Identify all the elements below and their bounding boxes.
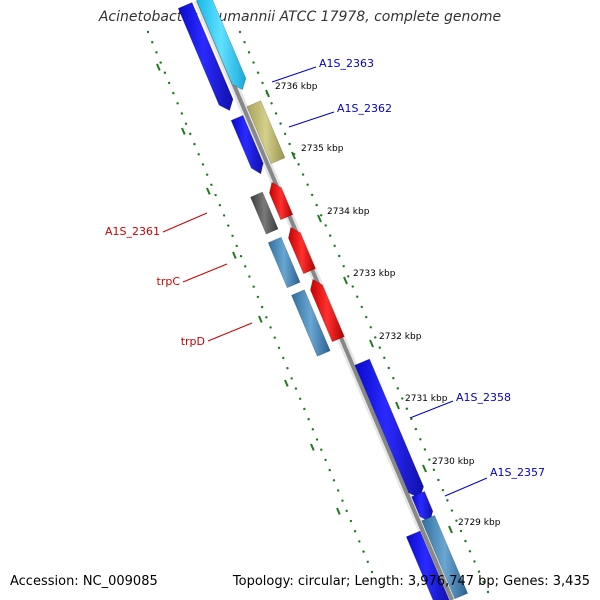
scale-tick-label: 2731 kbp xyxy=(405,394,448,404)
inner-ruler-dots xyxy=(238,30,490,594)
gene-A1S-2357-outer[interactable] xyxy=(405,530,450,600)
gene-features xyxy=(177,0,469,600)
scale-tick-label: 2730 kbp xyxy=(432,457,475,467)
gene-A1S-2362-outer[interactable] xyxy=(230,115,264,175)
gene-A1S-2362[interactable] xyxy=(246,100,286,164)
gene-trpC[interactable] xyxy=(288,226,316,275)
scale-ticks: 2736 kbp 2735 kbp 2734 kbp 2733 kbp 2732 kbp… xyxy=(265,82,501,534)
accession-text: Accession: NC_009085 xyxy=(10,574,158,589)
gene-label-a1s-2363[interactable]: A1S_2363 xyxy=(319,57,374,70)
scale-tick-label: 2729 kbp xyxy=(458,518,501,528)
scale-tick-label: 2734 kbp xyxy=(327,207,370,217)
outer-ruler-dots xyxy=(146,30,374,574)
gene-trpD[interactable] xyxy=(310,278,345,343)
gene-label-a1s-2358[interactable]: A1S_2358 xyxy=(456,391,511,404)
scale-tick-label: 2735 kbp xyxy=(301,144,344,154)
gene-label-trpd[interactable]: trpD xyxy=(181,335,205,348)
gene-labels: A1S_2363 A1S_2362 A1S_2361 trpC trpD A1S_2358… xyxy=(105,57,545,497)
gene-A1S-2363[interactable] xyxy=(196,0,247,91)
gene-label-a1s-2361[interactable]: A1S_2361 xyxy=(105,225,160,238)
gene-label-a1s-2362[interactable]: A1S_2362 xyxy=(337,102,392,115)
scale-tick-label: 2733 kbp xyxy=(353,269,396,279)
gene-trpC-steel[interactable] xyxy=(267,236,301,289)
scale-tick-label: 2736 kbp xyxy=(275,82,318,92)
scale-tick-label: 2732 kbp xyxy=(379,332,422,342)
gene-A1S-2357[interactable] xyxy=(421,515,469,600)
gene-label-a1s-2357[interactable]: A1S_2357 xyxy=(490,466,545,479)
gene-label-trpc[interactable]: trpC xyxy=(157,275,181,288)
genome-summary: Topology: circular; Length: 3,976,747 bp… xyxy=(232,574,590,589)
gene-A1S-2361-grey[interactable] xyxy=(250,191,279,235)
gene-A1S-2358[interactable] xyxy=(354,358,424,499)
gene-trpD-steel[interactable] xyxy=(291,289,331,357)
gene-A1S-2363-outer[interactable] xyxy=(177,2,234,111)
gene-A1S-2358-end[interactable] xyxy=(411,491,434,523)
gene-A1S-2361[interactable] xyxy=(269,181,294,221)
